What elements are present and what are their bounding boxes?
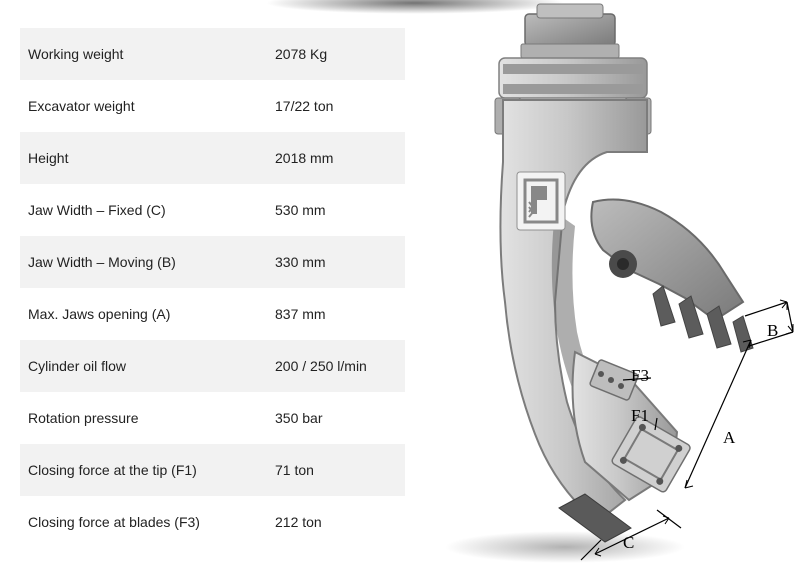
spec-value: 71 ton: [275, 444, 405, 496]
spec-label: Closing force at blades (F3): [20, 496, 275, 548]
spec-value: 200 / 250 l/min: [275, 340, 405, 392]
spec-value: 17/22 ton: [275, 80, 405, 132]
spec-table-area: Working weight2078 KgExcavator weight17/…: [0, 0, 405, 569]
spec-row: Rotation pressure350 bar: [20, 392, 405, 444]
spec-value: 837 mm: [275, 288, 405, 340]
spec-row: Excavator weight17/22 ton: [20, 80, 405, 132]
spec-table-body: Working weight2078 KgExcavator weight17/…: [20, 28, 405, 548]
spec-label: Height: [20, 132, 275, 184]
dim-label-a: A: [723, 428, 735, 448]
spec-table: Working weight2078 KgExcavator weight17/…: [20, 28, 405, 548]
spec-value: 330 mm: [275, 236, 405, 288]
dim-label-f3: F3: [631, 366, 649, 386]
spec-value: 2078 Kg: [275, 28, 405, 80]
logo-panel: [517, 172, 565, 230]
spec-row: Jaw Width – Moving (B)330 mm: [20, 236, 405, 288]
spec-row: Closing force at blades (F3)212 ton: [20, 496, 405, 548]
dim-label-b: B: [767, 321, 778, 341]
spec-row: Max. Jaws opening (A)837 mm: [20, 288, 405, 340]
spec-row: Closing force at the tip (F1)71 ton: [20, 444, 405, 496]
upper-jaw: [591, 200, 753, 352]
dim-label-c: C: [623, 533, 634, 553]
dim-label-f1: F1: [631, 406, 649, 426]
spec-label: Jaw Width – Fixed (C): [20, 184, 275, 236]
spec-row: Cylinder oil flow200 / 250 l/min: [20, 340, 405, 392]
diagram-area: B A C F3 F1: [405, 0, 800, 569]
spec-row: Height2018 mm: [20, 132, 405, 184]
spec-label: Cylinder oil flow: [20, 340, 275, 392]
spec-label: Closing force at the tip (F1): [20, 444, 275, 496]
page-container: Working weight2078 KgExcavator weight17/…: [0, 0, 800, 569]
spec-label: Rotation pressure: [20, 392, 275, 444]
spec-value: 530 mm: [275, 184, 405, 236]
device-illustration: [425, 2, 800, 567]
spec-row: Working weight2078 Kg: [20, 28, 405, 80]
spec-value: 2018 mm: [275, 132, 405, 184]
spec-label: Excavator weight: [20, 80, 275, 132]
spec-label: Working weight: [20, 28, 275, 80]
spec-value: 350 bar: [275, 392, 405, 444]
spec-label: Max. Jaws opening (A): [20, 288, 275, 340]
spec-row: Jaw Width – Fixed (C)530 mm: [20, 184, 405, 236]
spec-label: Jaw Width – Moving (B): [20, 236, 275, 288]
spec-value: 212 ton: [275, 496, 405, 548]
